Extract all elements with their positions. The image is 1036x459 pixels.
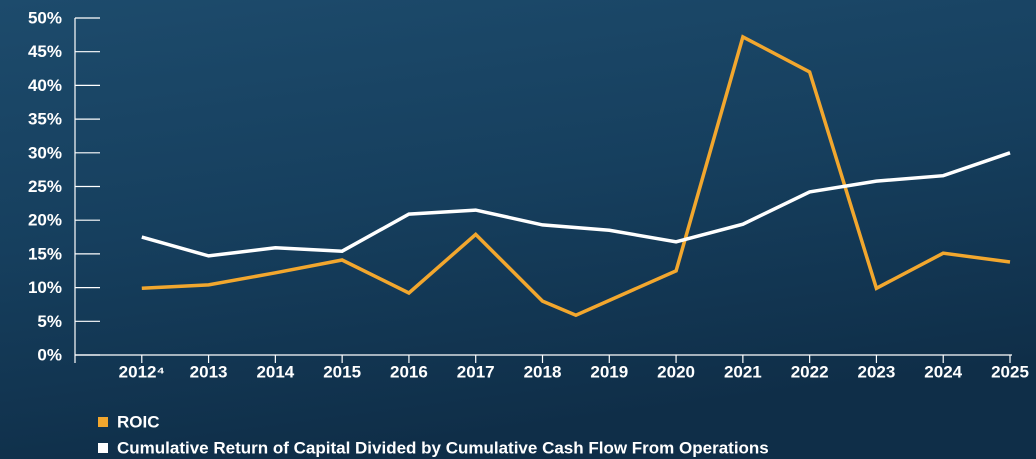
x-tick-label: 2012⁴ [119, 362, 165, 381]
y-tick-label: 35% [28, 110, 62, 129]
x-tick-label: 2018 [524, 362, 562, 381]
y-tick-label: 30% [28, 143, 62, 162]
x-tick-label: 2025 [991, 362, 1029, 381]
y-tick-label: 45% [28, 42, 62, 61]
x-tick-label: 2024 [924, 362, 962, 381]
y-tick-label: 0% [37, 345, 62, 364]
x-tick-label: 2014 [256, 362, 294, 381]
y-tick-label: 25% [28, 177, 62, 196]
background [0, 0, 1036, 459]
y-tick-label: 40% [28, 76, 62, 95]
chart: 0% 5% 10% 15% 20% 25% 30% 35% 40% 45% 50% 2012⁴ 2013… [0, 0, 1036, 459]
x-tick-label: 2016 [390, 362, 428, 381]
x-tick-label: 2015 [323, 362, 361, 381]
y-tick-label: 20% [28, 211, 62, 230]
y-tick-label: 15% [28, 244, 62, 263]
x-tick-label: 2023 [858, 362, 896, 381]
x-tick-label: 2020 [657, 362, 695, 381]
page: {"chart_data": {"type": "line", "xlim": … [0, 0, 1036, 459]
legend-label: Cumulative Return of Capital Divided by … [117, 438, 769, 457]
legend-swatch [98, 443, 108, 453]
y-tick-label: 5% [37, 312, 62, 331]
x-tick-label: 2019 [590, 362, 628, 381]
x-tick-label: 2021 [724, 362, 762, 381]
x-tick-label: 2022 [791, 362, 829, 381]
y-tick-label: 50% [28, 8, 62, 27]
x-tick-label: 2017 [457, 362, 495, 381]
x-tick-label: 2013 [190, 362, 228, 381]
legend-swatch [98, 417, 108, 427]
legend-label: ROIC [117, 412, 160, 431]
y-tick-label: 10% [28, 278, 62, 297]
